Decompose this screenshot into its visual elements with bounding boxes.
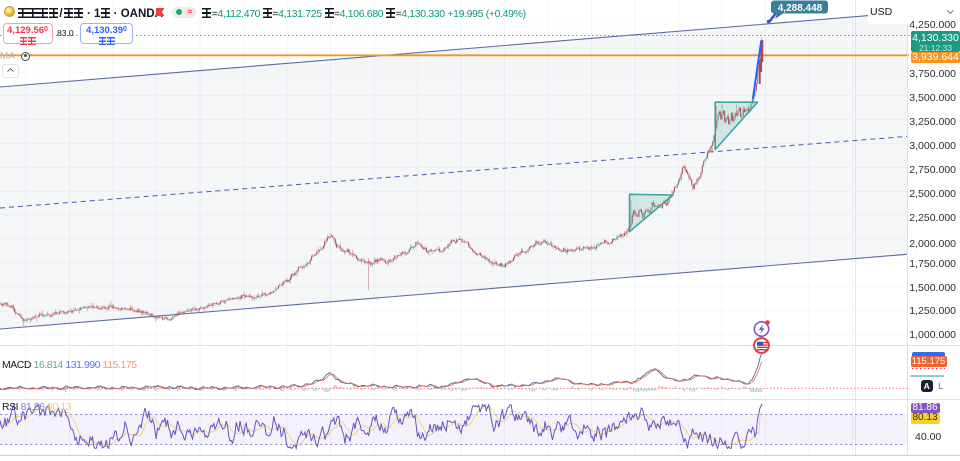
svg-text:4,288.448: 4,288.448 (778, 3, 823, 14)
